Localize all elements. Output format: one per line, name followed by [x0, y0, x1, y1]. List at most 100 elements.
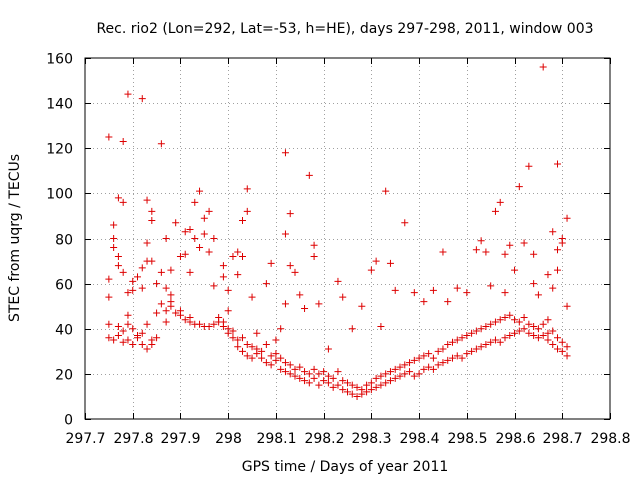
data-point	[491, 336, 499, 344]
data-point	[124, 336, 132, 344]
data-point	[153, 280, 161, 288]
data-point	[186, 225, 194, 233]
data-point	[320, 377, 328, 385]
data-point	[554, 345, 561, 353]
data-point	[301, 377, 309, 385]
data-point	[415, 370, 423, 378]
data-point	[515, 318, 523, 326]
data-point	[525, 320, 533, 328]
data-point	[558, 347, 566, 355]
data-point	[391, 374, 399, 382]
data-point	[539, 332, 547, 340]
data-point	[458, 334, 466, 342]
y-tick-label: 0	[64, 413, 73, 429]
data-point	[167, 291, 175, 299]
data-point	[363, 381, 371, 389]
data-point	[124, 90, 132, 98]
data-point	[539, 320, 547, 328]
data-point	[210, 282, 218, 290]
data-point	[520, 313, 528, 321]
y-tick-label: 100	[46, 187, 73, 203]
data-point	[114, 332, 122, 340]
data-point	[377, 381, 385, 389]
data-point	[105, 320, 113, 328]
data-point	[501, 313, 509, 321]
data-point	[119, 198, 127, 206]
data-point	[229, 253, 237, 261]
data-point	[196, 320, 204, 328]
data-point	[334, 381, 342, 389]
data-point	[344, 379, 351, 387]
data-point	[554, 266, 561, 274]
data-point	[401, 361, 409, 369]
data-point	[477, 237, 485, 245]
data-point	[406, 359, 414, 367]
data-point	[353, 392, 361, 400]
data-point	[281, 368, 289, 376]
data-point	[520, 325, 528, 333]
data-point	[110, 244, 118, 252]
data-point	[172, 309, 180, 317]
data-point	[534, 291, 542, 299]
data-point	[172, 219, 180, 227]
data-point	[487, 320, 495, 328]
data-point	[181, 250, 189, 258]
plot-frame	[84, 57, 611, 420]
y-tick-label: 60	[55, 278, 73, 294]
data-point	[248, 343, 256, 351]
data-point	[563, 352, 571, 360]
data-point	[143, 320, 151, 328]
data-point	[286, 370, 294, 378]
data-point	[248, 293, 256, 301]
data-point	[281, 149, 289, 157]
data-point	[320, 368, 328, 376]
data-point	[420, 298, 428, 306]
y-tick-label: 80	[55, 233, 73, 249]
data-point	[129, 277, 137, 285]
data-point	[200, 214, 208, 222]
data-point	[138, 284, 146, 292]
data-point	[119, 137, 127, 145]
data-point	[229, 327, 237, 335]
data-point	[434, 361, 442, 369]
data-point	[191, 198, 199, 206]
data-markers	[105, 63, 571, 400]
x-tick-label: 298.7	[542, 431, 582, 447]
data-point	[291, 268, 299, 276]
data-point	[239, 253, 246, 261]
data-point	[243, 352, 251, 360]
data-point	[382, 370, 390, 378]
data-point	[530, 250, 538, 258]
data-point	[401, 219, 409, 227]
data-point	[148, 341, 156, 349]
data-point	[262, 341, 270, 349]
data-point	[501, 289, 509, 297]
data-point	[425, 363, 433, 371]
data-point	[549, 284, 557, 292]
data-point	[444, 341, 452, 349]
data-point	[377, 322, 385, 330]
data-point	[286, 361, 294, 369]
data-point	[344, 388, 351, 396]
data-point	[339, 377, 347, 385]
data-point	[434, 347, 442, 355]
data-point	[468, 329, 476, 337]
data-point	[157, 300, 165, 308]
data-point	[234, 248, 242, 256]
data-point	[372, 257, 380, 265]
data-point	[544, 316, 552, 324]
data-point	[191, 235, 199, 242]
x-tick-label: 297.8	[113, 431, 153, 447]
data-point	[162, 284, 170, 292]
data-point	[315, 300, 323, 308]
data-point	[477, 325, 485, 333]
data-point	[472, 345, 480, 353]
data-point	[210, 235, 218, 242]
data-point	[291, 365, 299, 373]
data-point	[439, 248, 447, 256]
data-point	[296, 291, 304, 299]
data-point	[176, 307, 184, 315]
chart-title: Rec. rio2 (Lon=292, Lat=-53, h=HE), days…	[96, 21, 593, 37]
data-point	[453, 336, 461, 344]
data-point	[272, 336, 280, 344]
